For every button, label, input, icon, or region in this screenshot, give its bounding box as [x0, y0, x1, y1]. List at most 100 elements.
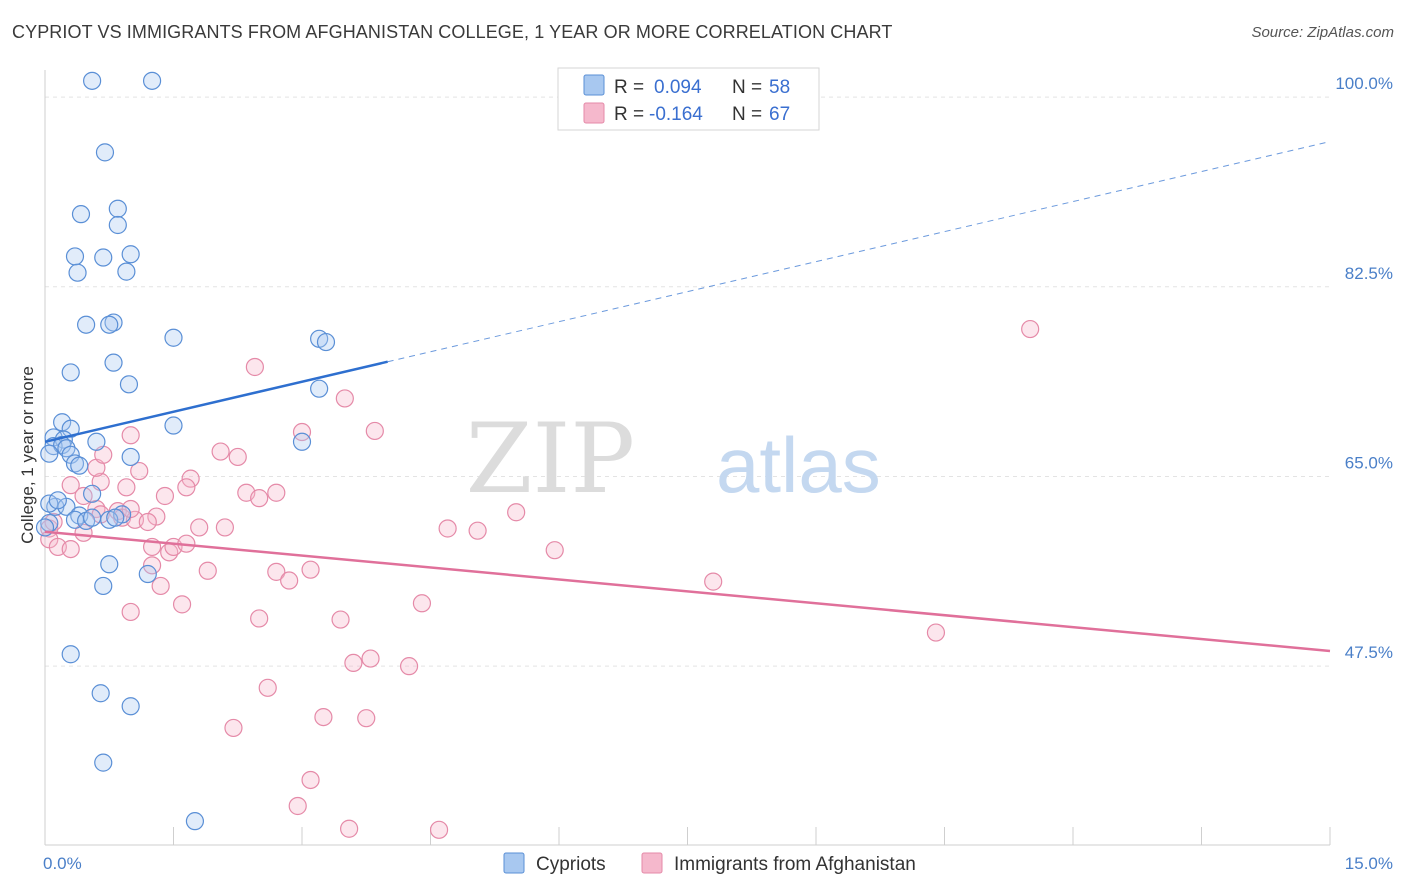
afghanistan-point-61	[224, 718, 243, 738]
cypriots-point-50	[138, 564, 157, 584]
cypriots-point-5	[108, 215, 127, 235]
afghanistan-point-27	[190, 518, 209, 537]
cypriots-point-22	[61, 419, 80, 438]
afghanistan-point-57	[399, 657, 419, 676]
cypriots-point-26	[87, 432, 106, 451]
axes	[44, 70, 1331, 846]
trend-line-cypriots	[44, 360, 388, 444]
cypriots-point-35	[70, 456, 89, 475]
afghanistan-point-49	[331, 610, 350, 629]
afghanistan-point-59	[314, 707, 333, 727]
afghanistan-point-4	[61, 539, 80, 559]
legend-swatch-afghanistan	[583, 102, 605, 124]
afghanistan-point-43	[301, 560, 320, 579]
trend-line-cypriots-extension	[387, 141, 1331, 363]
cypriots-point-17	[104, 353, 123, 372]
afghanistan-point-52	[468, 521, 487, 540]
cypriots-point-53	[121, 697, 140, 716]
cypriots-point-27	[292, 432, 312, 451]
cypriots-point-19	[119, 375, 139, 394]
cypriots-point-33	[121, 447, 140, 467]
chart-title: CYPRIOT VS IMMIGRANTS FROM AFGHANISTAN C…	[12, 22, 893, 42]
afghanistan-point-31	[211, 442, 230, 461]
cypriots-point-36	[83, 484, 102, 503]
trend-lines	[44, 141, 1331, 653]
afghanistan-point-32	[228, 447, 247, 467]
afghanistan-point-44	[142, 556, 162, 575]
afghanistan-point-34	[250, 489, 269, 508]
watermark-atlas: atlas	[716, 421, 881, 509]
cypriots-point-54	[94, 753, 113, 772]
afghanistan-point-22	[138, 512, 157, 532]
cypriots-point-18	[61, 363, 80, 382]
cypriots-point-42	[83, 508, 102, 527]
afghanistan-point-62	[301, 770, 320, 790]
x-tick-label-1: 15.0%	[1345, 854, 1393, 873]
cypriots-point-11	[77, 315, 96, 334]
series-cypriots-points	[35, 71, 336, 831]
legend-n-value-1: 58	[769, 77, 790, 98]
afghanistan-point-64	[340, 819, 359, 838]
cypriots-point-16	[316, 332, 336, 352]
afghanistan-point-50	[412, 594, 432, 613]
cypriots-point-0	[83, 71, 102, 90]
y-tick-label-3: 47.5%	[1345, 643, 1393, 662]
afghanistan-point-56	[361, 649, 380, 668]
afghanistan-point-11	[61, 476, 80, 495]
afghanistan-point-37	[292, 422, 312, 442]
cypriots-point-45	[106, 508, 125, 527]
afghanistan-point-41	[267, 562, 286, 581]
y-axis-label: College, 1 year or more	[18, 366, 37, 544]
cypriots-point-2	[95, 143, 115, 162]
cypriots-point-7	[94, 248, 113, 267]
bottom-legend-label-afghanistan: Immigrants from Afghanistan	[674, 854, 916, 875]
legend-r-label-2: R =	[614, 104, 644, 125]
afghanistan-point-16	[147, 507, 166, 526]
afghanistan-point-53	[507, 503, 526, 522]
cypriots-point-51	[61, 645, 80, 664]
afghanistan-point-54	[545, 541, 564, 560]
bottom-legend-label-cypriots: Cypriots	[536, 854, 606, 875]
y-tick-label-1: 82.5%	[1345, 264, 1393, 283]
series-afghanistan-points	[40, 319, 1040, 839]
afghanistan-point-36	[245, 357, 264, 377]
cypriots-point-48	[100, 555, 119, 574]
cypriots-point-57	[48, 491, 67, 510]
afghanistan-point-58	[258, 678, 277, 697]
afghanistan-point-5	[74, 523, 93, 542]
afghanistan-point-66	[704, 572, 723, 591]
afghanistan-point-45	[151, 576, 170, 596]
legend-swatch-cypriots	[583, 74, 605, 96]
afghanistan-point-19	[117, 478, 136, 497]
afghanistan-point-38	[335, 389, 354, 408]
cypriots-point-52	[91, 684, 110, 703]
afghanistan-point-39	[365, 421, 384, 441]
afghanistan-point-55	[344, 653, 363, 673]
legend-n-value-2: 67	[769, 104, 790, 125]
cypriots-point-3	[108, 199, 127, 218]
cypriots-point-6	[65, 247, 85, 266]
afghanistan-point-40	[198, 561, 217, 580]
y-tick-label-2: 65.0%	[1345, 453, 1393, 472]
trend-line-afghanistan	[44, 530, 1331, 653]
legend-r-value-2: -0.164	[649, 104, 703, 125]
source-credit: Source: ZipAtlas.com	[1251, 24, 1394, 41]
legend: R = 0.094 N = 58 R = -0.164 N = 67	[557, 67, 820, 131]
cypriots-point-23	[164, 416, 183, 435]
cypriots-point-10	[117, 262, 136, 281]
afghanistan-point-15	[130, 461, 149, 481]
afghanistan-point-48	[250, 609, 269, 628]
cypriots-point-55	[185, 812, 205, 831]
afghanistan-point-67	[926, 623, 946, 642]
afghanistan-point-18	[121, 499, 140, 519]
afghanistan-point-51	[438, 519, 457, 538]
cypriots-point-9	[68, 263, 87, 282]
afghanistan-point-60	[357, 709, 376, 728]
afghanistan-point-30	[215, 518, 234, 537]
afghanistan-point-63	[288, 796, 307, 816]
legend-r-label-1: R =	[614, 77, 644, 98]
cypriots-point-13	[100, 315, 119, 334]
cypriots-point-4	[71, 205, 91, 224]
afghanistan-point-47	[121, 602, 140, 622]
